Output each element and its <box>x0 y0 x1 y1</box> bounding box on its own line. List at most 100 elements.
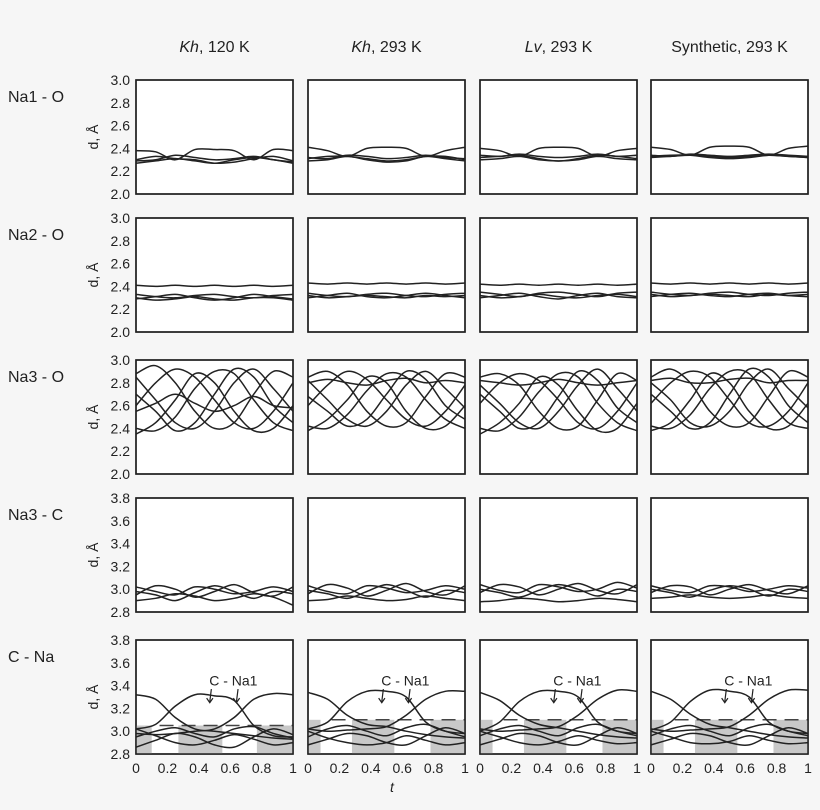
series-line <box>135 147 294 161</box>
series-line <box>479 582 638 596</box>
series-line <box>650 368 809 428</box>
plot-area <box>135 79 294 195</box>
series-line <box>650 688 809 732</box>
y-tick-label: 2.4 <box>111 140 131 156</box>
series-line <box>479 371 638 432</box>
series-line <box>307 583 466 600</box>
x-tick-label: 0.8 <box>424 760 444 776</box>
panel <box>479 79 638 195</box>
series-line <box>479 378 638 386</box>
series-line <box>135 585 294 602</box>
series-line <box>479 597 638 603</box>
plot-frame <box>135 497 294 613</box>
series-line <box>307 727 466 746</box>
series-line <box>650 690 809 739</box>
y-tick-label: 2.6 <box>111 256 131 272</box>
series-line <box>650 291 809 297</box>
y-tick-label: 3.0 <box>111 72 131 88</box>
y-axis-label: d, Å <box>85 124 101 150</box>
y-tick-label: 3.6 <box>111 513 131 529</box>
y-tick-label: 3.8 <box>111 632 131 648</box>
y-tick-label: 3.0 <box>111 352 131 368</box>
series-line <box>307 146 466 158</box>
series-line <box>650 153 809 158</box>
panel <box>135 497 294 613</box>
y-tick-label: 2.2 <box>111 163 131 179</box>
series-line <box>135 295 294 301</box>
plot-area <box>479 217 638 333</box>
x-tick-label: 0.8 <box>596 760 616 776</box>
annotation-arrow <box>381 688 384 702</box>
panel <box>650 79 809 195</box>
y-axis-label: d, Å <box>85 684 101 710</box>
series-line <box>479 581 638 594</box>
series-line <box>650 282 809 285</box>
series-line <box>135 725 294 739</box>
series-line <box>135 692 294 736</box>
y-tick-label: 3.4 <box>111 678 131 694</box>
annotation-arrow <box>209 688 212 702</box>
y-tick-label: 3.6 <box>111 655 131 671</box>
y-tick-label: 2.8 <box>111 233 131 249</box>
panel <box>135 79 294 195</box>
plot-frame <box>479 79 638 195</box>
x-tick-label: 0.6 <box>564 760 584 776</box>
series-line <box>307 375 466 432</box>
y-axis-label: d, Å <box>85 404 101 430</box>
series-line <box>650 293 809 298</box>
panel <box>650 359 809 475</box>
y-tick-label: 2.0 <box>111 324 131 340</box>
series-line <box>650 583 809 596</box>
x-tick-label: 0.8 <box>252 760 272 776</box>
plot-frame <box>135 79 294 195</box>
arrow-head-icon <box>206 697 214 704</box>
plot-area <box>479 497 638 613</box>
series-line <box>479 293 638 299</box>
series-line <box>650 594 809 600</box>
row-label: C - Na <box>8 649 54 666</box>
arrow-head-icon <box>378 697 386 704</box>
y-tick-label: 2.8 <box>111 604 131 620</box>
series-line <box>307 377 466 386</box>
plot-frame <box>650 217 809 333</box>
series-line <box>135 284 294 288</box>
plot-frame <box>479 359 638 475</box>
annotation-arrow <box>235 688 239 702</box>
series-line <box>135 364 294 430</box>
series-line <box>650 377 809 385</box>
plot-frame <box>135 217 294 333</box>
panel <box>135 217 294 333</box>
series-line <box>650 727 809 746</box>
series-line <box>479 283 638 287</box>
panel <box>307 79 466 195</box>
x-tick-label: 0.4 <box>361 760 381 776</box>
annotation-label: C - Na1 <box>381 673 429 689</box>
shaded-region <box>480 719 493 754</box>
series-line <box>479 372 638 431</box>
series-line <box>650 730 809 745</box>
x-tick-label: 1 <box>461 760 469 776</box>
plot-area <box>650 359 809 475</box>
series-line <box>650 584 809 594</box>
series-line <box>307 689 466 732</box>
x-tick-label: 0.2 <box>330 760 350 776</box>
series-line <box>479 727 638 746</box>
annotation-arrow <box>724 688 727 702</box>
series-line <box>135 369 294 432</box>
y-tick-label: 3.4 <box>111 536 131 552</box>
plot-area <box>650 217 809 333</box>
series-line <box>479 155 638 162</box>
panel: C - Na1 <box>479 639 638 755</box>
panel <box>479 497 638 613</box>
x-tick-label: 1 <box>289 760 297 776</box>
arrow-head-icon <box>550 697 558 704</box>
column-title: Kh, 120 K <box>179 39 250 56</box>
row-label: Na2 - O <box>8 227 64 244</box>
plot-area <box>307 79 466 195</box>
series-line <box>135 367 294 432</box>
y-tick-label: 3.0 <box>111 581 131 597</box>
plot-frame <box>650 497 809 613</box>
y-tick-label: 2.6 <box>111 118 131 134</box>
shaded-region <box>256 725 293 754</box>
